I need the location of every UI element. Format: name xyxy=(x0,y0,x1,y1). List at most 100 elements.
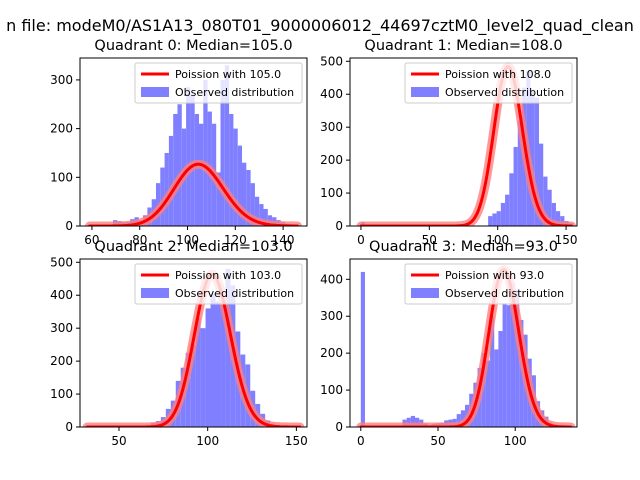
x-tick-label: 0 xyxy=(357,233,365,247)
legend-box xyxy=(404,263,573,305)
hist-bar xyxy=(496,211,501,226)
hist-bar xyxy=(160,167,165,226)
plot-area xyxy=(356,62,577,226)
hist-bar xyxy=(547,189,552,226)
hist-bar xyxy=(456,414,461,427)
y-tick-label: 100 xyxy=(320,186,343,200)
panel-title: Quadrant 2: Median=103.0 xyxy=(94,239,292,255)
hist-bar xyxy=(215,301,221,427)
x-tick-label: 150 xyxy=(285,434,308,448)
axes-frame xyxy=(349,258,578,428)
hist-bar xyxy=(360,271,365,427)
hist-bar xyxy=(517,120,523,226)
hist-bar xyxy=(185,352,191,427)
quadrant-panel-1: 0 50 100 150 0 100 200 300 400 500 Quadrant 1: Med… xyxy=(320,38,577,247)
hist-bar xyxy=(190,94,195,226)
hist-bar xyxy=(488,216,493,226)
hist-bar xyxy=(177,104,182,226)
hist-bar xyxy=(216,172,221,226)
legend: Poission with 93.0 Observed distribution xyxy=(404,263,573,305)
hist-bar xyxy=(259,204,264,226)
hist-bar xyxy=(164,152,169,226)
legend-label-hist: Observed distribution xyxy=(445,287,564,300)
x-tick-label: 120 xyxy=(224,233,247,247)
hist-bar xyxy=(415,417,420,427)
y-tick-label: 0 xyxy=(65,420,73,434)
y-tick-label: 500 xyxy=(50,255,73,269)
hist-bar xyxy=(406,417,411,427)
quadrant-panel-0: 60 80 100 120 140 0 100 200 300 Quadrant 0: Media… xyxy=(50,38,308,247)
hist-bar xyxy=(194,114,199,226)
hist-bar xyxy=(168,135,174,226)
hist-bar xyxy=(190,344,196,427)
y-tick-label: 400 xyxy=(320,272,343,286)
hist-bar xyxy=(530,90,535,226)
y-tick-label: 200 xyxy=(320,346,343,360)
hist-bar xyxy=(492,213,497,226)
hist-bar xyxy=(237,145,243,226)
hist-bar xyxy=(510,283,516,427)
figure-suptitle: n file: modeM0/AS1A13_080T01_9000006012_… xyxy=(6,16,634,35)
y-tick-label: 300 xyxy=(50,73,73,87)
y-tick-label: 500 xyxy=(320,54,343,68)
y-tick-label: 100 xyxy=(50,387,73,401)
y-tick-label: 200 xyxy=(50,354,73,368)
hist-bar xyxy=(210,293,216,427)
x-tick-label: 50 xyxy=(430,434,445,448)
legend-label-curve: Poission with 103.0 xyxy=(175,269,281,282)
legend-label-curve: Poission with 93.0 xyxy=(445,269,544,282)
x-tick-label: 100 xyxy=(504,434,527,448)
hist-bar xyxy=(551,202,556,226)
hist-bar xyxy=(224,65,230,226)
axes-frame xyxy=(349,57,578,227)
x-tick-label: 150 xyxy=(555,233,578,247)
hist-bar xyxy=(410,415,416,427)
panel-title: Quadrant 3: Median=93.0 xyxy=(369,239,558,255)
plot-area xyxy=(85,65,302,226)
hist-bar xyxy=(229,114,234,226)
hist-bar xyxy=(246,170,251,226)
y-tick-label: 0 xyxy=(335,420,343,434)
hist-bar xyxy=(515,290,520,427)
hist-bar xyxy=(220,305,226,427)
hist-bar xyxy=(173,114,178,226)
legend-hist-swatch xyxy=(411,288,439,298)
hist-bar xyxy=(543,176,548,226)
y-tick-label: 0 xyxy=(335,219,343,233)
legend-label-curve: Poission with 105.0 xyxy=(175,68,281,81)
y-tick-label: 100 xyxy=(50,170,73,184)
panel-title: Quadrant 1: Median=108.0 xyxy=(364,38,562,54)
x-tick-label: 100 xyxy=(486,233,509,247)
hist-bar xyxy=(494,349,499,427)
hist-bar xyxy=(513,146,518,226)
panel-title: Quadrant 0: Median=105.0 xyxy=(94,38,292,54)
axes-frame xyxy=(79,258,308,428)
legend-hist-swatch xyxy=(141,288,169,298)
hist-bar xyxy=(485,360,491,427)
hist-bar xyxy=(220,79,225,226)
hist-bar xyxy=(506,305,511,427)
hist-bar xyxy=(509,173,514,226)
hist-bar xyxy=(250,183,255,226)
hist-bar xyxy=(502,303,507,427)
legend-box xyxy=(404,62,573,104)
hist-bar xyxy=(481,353,486,427)
hist-bar xyxy=(505,194,510,226)
hist-bar xyxy=(460,410,466,427)
hist-bar xyxy=(198,123,204,226)
y-tick-label: 300 xyxy=(320,120,343,134)
legend-label-hist: Observed distribution xyxy=(445,86,564,99)
hist-bar xyxy=(490,316,495,427)
x-tick-label: 50 xyxy=(422,233,437,247)
hist-bar xyxy=(254,196,260,226)
legend-label-hist: Observed distribution xyxy=(175,287,294,300)
x-tick-label: 50 xyxy=(111,434,126,448)
hist-bar xyxy=(534,97,539,226)
hist-bar xyxy=(560,216,565,226)
x-tick-label: 60 xyxy=(84,233,99,247)
poisson-curve-line xyxy=(359,65,574,226)
hist-bar xyxy=(225,268,231,427)
plot-area xyxy=(356,265,576,427)
quadrant-panel-2: 50 100 150 0 100 200 300 400 500 Quadrant 2: Medi… xyxy=(50,239,308,448)
legend-hist-swatch xyxy=(141,87,169,97)
